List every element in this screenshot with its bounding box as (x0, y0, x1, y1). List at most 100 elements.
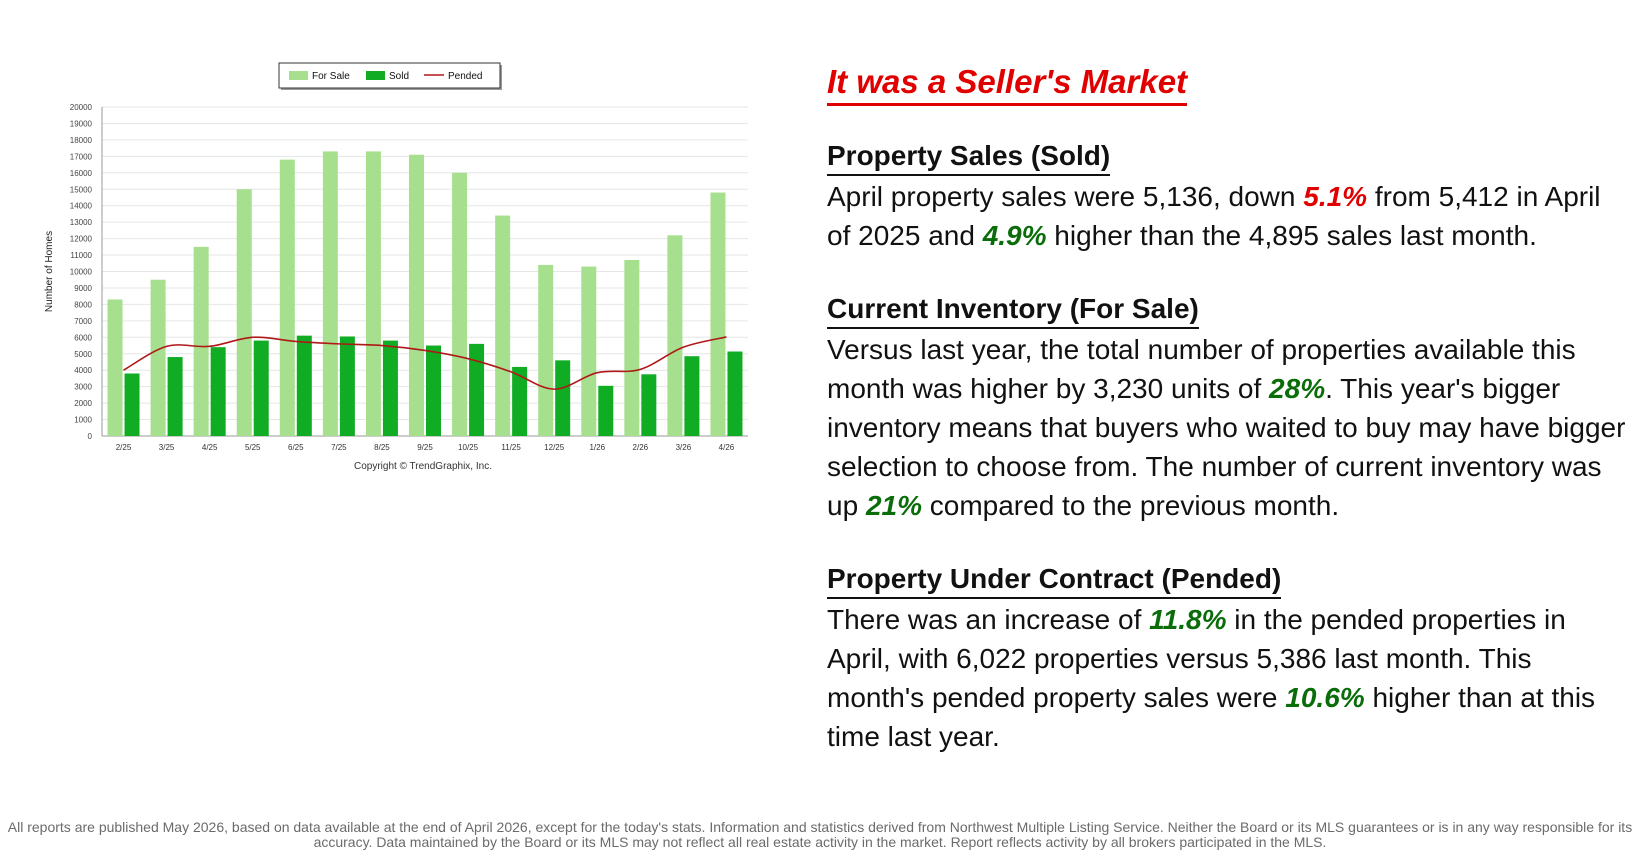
inventory-text-3: compared to the previous month. (921, 490, 1340, 521)
sold-bar (167, 357, 183, 436)
y-tick-label: 0 (88, 432, 93, 441)
legend-label-pended: Pended (448, 71, 482, 82)
for-sale-bar (581, 266, 597, 436)
inventory-text-2: . This year's bigger inventory means tha… (827, 373, 1626, 521)
inventory-paragraph: Versus last year, the total number of pr… (827, 330, 1627, 525)
for-sale-bar (538, 264, 554, 436)
legend-label-sold: Sold (389, 71, 409, 82)
x-tick-label: 6/25 (288, 443, 304, 452)
y-tick-label: 9000 (74, 284, 92, 293)
sold-bar (727, 351, 743, 436)
sold-bar (598, 385, 614, 436)
y-tick-label: 19000 (70, 119, 93, 128)
y-tick-label: 12000 (70, 235, 93, 244)
for-sale-bar (495, 215, 511, 436)
sold-bar (382, 340, 398, 436)
x-tick-label: 8/25 (374, 443, 390, 452)
x-tick-label: 4/26 (719, 443, 735, 452)
sold-section: Property Sales (Sold) April property sal… (827, 140, 1627, 255)
y-tick-label: 14000 (70, 202, 93, 211)
sold-bar (210, 347, 226, 436)
x-tick-label: 10/25 (458, 443, 479, 452)
for-sale-bar (365, 151, 381, 436)
for-sale-bar (322, 151, 338, 436)
sold-pct-down: 5.1% (1303, 181, 1368, 212)
y-tick-label: 17000 (70, 152, 93, 161)
sold-text-2: from 5,412 in April of 2025 and (827, 181, 1601, 251)
legend-box (278, 62, 501, 89)
legend-swatch-for-sale (289, 71, 308, 80)
pended-text-1: There was an increase of (827, 604, 1150, 635)
sold-text-1: April property sales were 5,136, down (827, 181, 1304, 212)
y-tick-label: 6000 (74, 333, 92, 342)
y-tick-label: 16000 (70, 169, 93, 178)
pended-section: Property Under Contract (Pended) There w… (827, 563, 1627, 756)
sold-bar (296, 335, 312, 436)
legend-label-for-sale: For Sale (312, 71, 350, 82)
for-sale-bar (150, 279, 166, 436)
for-sale-bar (624, 259, 640, 436)
pended-text-2: in the pended properties in April, with … (827, 604, 1566, 713)
sold-bar (253, 340, 269, 436)
inventory-pct-year: 28% (1269, 373, 1326, 404)
pended-text-3: higher than at this time last year. (827, 682, 1596, 752)
y-tick-label: 10000 (70, 268, 93, 277)
inventory-section: Current Inventory (For Sale) Versus last… (827, 293, 1627, 525)
market-chart: 0 1000 2000 3000 4000 5000 6000 7000 8000 9000 100… (44, 62, 748, 472)
x-tick-label: 9/25 (417, 443, 433, 452)
sold-text-3: higher than the 4,895 sales last month. (1046, 220, 1537, 251)
pended-pct-year: 10.6% (1285, 682, 1365, 713)
x-tick-label: 4/25 (202, 443, 218, 452)
pended-pct-month: 11.8% (1149, 604, 1227, 635)
page-title: It was a Seller's Market (827, 62, 1188, 106)
sold-pct-up: 4.9% (982, 220, 1047, 251)
x-tick-label: 3/26 (676, 443, 692, 452)
sold-bar (684, 356, 700, 436)
market-summary: It was a Seller's Market Property Sales … (827, 62, 1627, 794)
chart-panel: 0 1000 2000 3000 4000 5000 6000 7000 8000 9000 100… (30, 55, 800, 515)
sold-bar (555, 360, 571, 436)
sold-bar (339, 336, 355, 436)
sold-bar (512, 366, 528, 436)
sold-bar (426, 345, 441, 436)
y-tick-label: 7000 (74, 317, 92, 326)
for-sale-bar (409, 154, 424, 436)
y-tick-label: 4000 (74, 366, 92, 375)
y-tick-label: 5000 (74, 350, 92, 359)
y-tick-label: 20000 (70, 103, 93, 112)
inventory-pct-month: 21% (865, 490, 922, 521)
x-tick-label: 2/25 (116, 443, 132, 452)
inventory-section-title: Current Inventory (For Sale) (827, 293, 1199, 329)
x-tick-label: 5/25 (245, 443, 261, 452)
x-tick-label: 7/25 (331, 443, 347, 452)
y-tick-label: 15000 (70, 185, 93, 194)
inventory-text-1: Versus last year, the total number of pr… (827, 334, 1576, 404)
x-tick-label: 1/26 (589, 443, 605, 452)
pended-line (123, 336, 727, 390)
x-tick-label: 11/25 (501, 443, 521, 452)
legend-swatch-sold (366, 71, 385, 80)
x-tick-label: 3/25 (159, 443, 175, 452)
for-sale-bar (236, 189, 252, 436)
for-sale-bar (193, 246, 209, 436)
sold-bar (124, 373, 140, 436)
for-sale-bar (452, 172, 468, 437)
x-tick-label: 2/26 (633, 443, 649, 452)
pended-section-title: Property Under Contract (Pended) (827, 563, 1282, 599)
for-sale-bar (279, 159, 295, 436)
chart-copyright: Copyright © TrendGraphix, Inc. (354, 461, 492, 472)
y-tick-label: 3000 (74, 383, 92, 392)
y-tick-label: 18000 (70, 136, 93, 145)
pended-paragraph: There was an increase of 11.8% in the pe… (827, 600, 1627, 756)
y-tick-label: 8000 (74, 300, 92, 309)
disclaimer: All reports are published May 2026, base… (7, 819, 1633, 850)
for-sale-bar (710, 192, 726, 436)
sold-section-title: Property Sales (Sold) (827, 140, 1111, 176)
y-tick-label: 13000 (70, 218, 93, 227)
y-tick-label: 1000 (74, 416, 92, 425)
for-sale-bar (667, 235, 683, 436)
x-tick-label: 12/25 (544, 443, 565, 452)
y-tick-label: 11000 (70, 251, 92, 260)
y-tick-label: 2000 (74, 399, 92, 408)
y-axis-label: Number of Homes (44, 231, 55, 312)
